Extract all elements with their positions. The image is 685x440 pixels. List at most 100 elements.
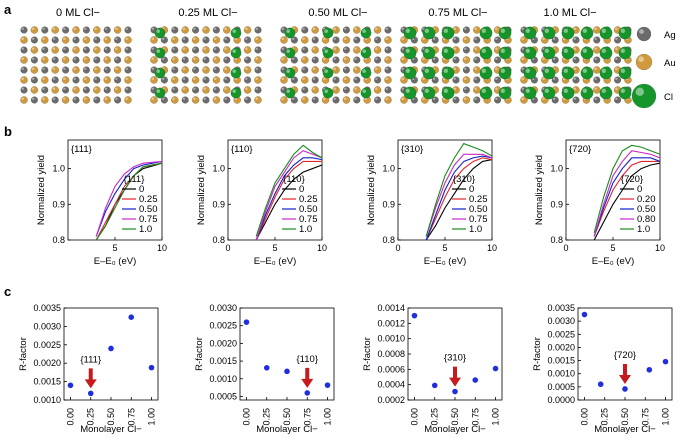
atom-ag <box>51 36 59 44</box>
data-point-1 <box>263 365 270 371</box>
atom-ag <box>113 96 122 104</box>
legend-entry-4: 1.0 <box>637 224 650 235</box>
atom-ag-highlight <box>495 57 498 61</box>
atom-ag-highlight <box>224 97 227 100</box>
atom-ag <box>551 56 559 64</box>
atom-au-highlight <box>255 37 258 41</box>
y-axis-label: Normalized yield <box>36 155 47 225</box>
atom-au-highlight <box>354 27 357 30</box>
atom-au <box>243 86 252 94</box>
atom-au-highlight <box>312 47 316 51</box>
data-point-2 <box>108 345 114 352</box>
atom-au-highlight <box>203 47 207 51</box>
atom-ag-highlight <box>203 97 206 100</box>
x-tick-label: 10 <box>487 243 497 253</box>
atom-ag <box>494 96 502 104</box>
atom-cl <box>322 47 334 59</box>
model-3 <box>400 26 512 104</box>
atom-cl <box>498 26 512 40</box>
atom-cl <box>360 27 372 39</box>
atom-ag-highlight <box>255 87 258 90</box>
atom-ag <box>572 96 580 104</box>
atom-ag <box>254 26 262 34</box>
atom-au-highlight <box>245 67 248 70</box>
atom-ag-highlight <box>172 27 175 30</box>
atom-au <box>181 26 189 34</box>
atom-ag-highlight <box>94 77 97 80</box>
atom-ag-highlight <box>385 47 388 51</box>
legend-entry-2: 0.50 <box>637 204 656 215</box>
atom-ag <box>301 46 309 54</box>
atom-au-highlight <box>312 67 316 70</box>
atom-ag <box>431 76 439 84</box>
atom-ag-highlight <box>125 27 128 30</box>
atom-ag-highlight <box>615 97 618 100</box>
atom-au <box>342 36 351 44</box>
atom-cl-highlight <box>324 89 328 93</box>
series-line-4 <box>425 142 493 237</box>
atom-au <box>124 96 132 104</box>
atom-ag <box>473 56 481 64</box>
atom-ag-highlight <box>255 67 258 70</box>
atom-au-highlight <box>52 47 56 51</box>
atom-au-highlight <box>94 87 97 90</box>
atom-au-highlight <box>354 87 357 90</box>
atom-ag <box>20 66 28 74</box>
atom-au <box>191 96 200 104</box>
atom-cl-highlight <box>500 68 505 73</box>
y-tick-label: 0.9 <box>52 199 65 209</box>
atom-cl <box>479 26 493 40</box>
atom-au-highlight <box>615 87 618 90</box>
cl-atom-icon-highlight <box>635 87 644 97</box>
atom-ag-highlight <box>615 37 618 41</box>
atom-au <box>72 26 80 34</box>
atom-au <box>222 86 231 94</box>
atom-ag <box>192 46 200 54</box>
atom-au <box>520 96 528 104</box>
atom-ag-highlight <box>245 37 248 41</box>
atom-ag-highlight <box>214 67 217 70</box>
atom-au-highlight <box>542 77 545 80</box>
y-tick-label: 0.8 <box>382 235 395 245</box>
atom-au-highlight <box>375 67 378 70</box>
atom-ag <box>473 76 481 84</box>
atom-cl-highlight <box>544 48 550 54</box>
x-tick-label: 5 <box>610 243 615 253</box>
atom-au <box>61 36 70 44</box>
atom-ag-highlight <box>464 67 467 70</box>
atom-au-highlight <box>401 37 404 41</box>
y-axis-label: Normalized yield <box>366 155 377 225</box>
atom-ag <box>342 86 351 94</box>
atom-au <box>93 66 101 74</box>
model-1 <box>150 26 262 104</box>
atom-ag-highlight <box>292 97 295 100</box>
atom-au <box>332 66 340 74</box>
panel-label-b: b <box>4 124 12 139</box>
legend-entry-3: 0.80 <box>637 214 656 225</box>
atom-ag <box>223 36 231 44</box>
atom-au <box>222 66 231 74</box>
atom-au <box>332 86 340 94</box>
atom-au <box>113 66 122 74</box>
yield-chart-2: 0 5 10 0.8 0.9 1.0 E–E₀ (eV) Normalized yield {3… <box>366 139 497 267</box>
atom-cl-highlight <box>286 49 290 53</box>
atom-au-highlight <box>401 77 404 80</box>
atom-ag-highlight <box>63 27 66 30</box>
atom-ag-highlight <box>354 97 357 100</box>
atom-au <box>384 96 392 104</box>
atom-au <box>30 86 39 94</box>
atom-cl <box>441 86 455 100</box>
series-line-2 <box>593 157 661 237</box>
atom-ag-highlight <box>125 67 128 70</box>
x-axis-label: Monolayer Cl− <box>256 424 318 435</box>
y-tick-label: 1.0 <box>52 164 65 174</box>
atom-ag <box>93 36 101 44</box>
atom-au-highlight <box>104 97 108 100</box>
atom-ag-highlight <box>292 57 295 61</box>
x-tick-label: 5 <box>272 243 277 253</box>
atom-au <box>41 56 49 64</box>
legend-entry-0: 0 <box>469 184 474 195</box>
atom-ag <box>384 66 392 74</box>
atom-au-highlight <box>474 67 477 70</box>
atom-ag <box>311 36 319 44</box>
